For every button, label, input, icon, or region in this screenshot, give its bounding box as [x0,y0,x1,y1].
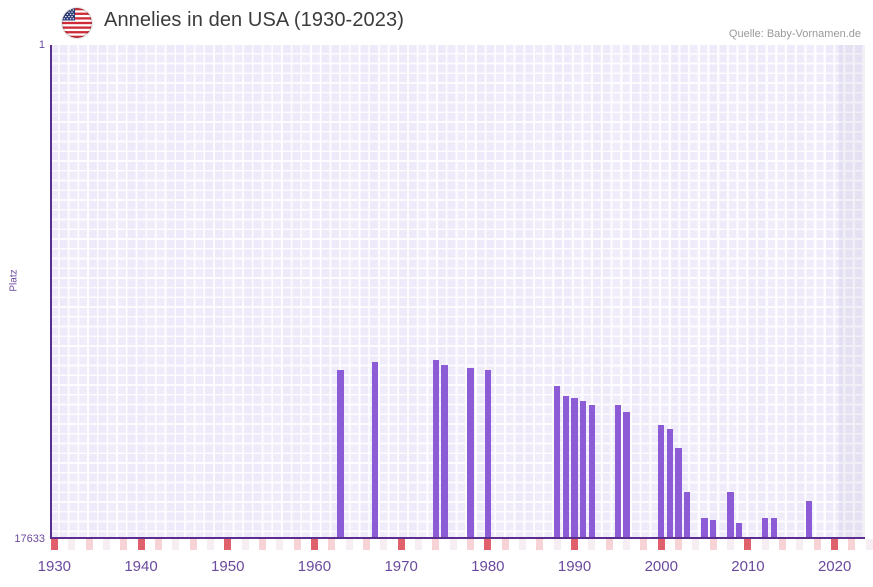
x-tick-1964 [345,539,353,550]
x-tick-1990 [571,539,579,550]
x-tick-2006 [709,539,717,550]
bar-1978[interactable] [467,368,474,538]
x-tick-1994 [605,539,613,550]
bar-2006[interactable] [710,520,717,538]
bar-2001[interactable] [666,429,674,538]
x-tick-1966 [362,539,370,550]
x-tick-2010 [744,539,752,550]
x-tick-2008 [727,539,735,550]
x-tick-1952 [241,539,249,550]
x-tick-1982 [501,539,509,550]
x-tick-1974 [432,539,440,550]
bar-1988[interactable] [554,386,561,538]
x-axis-line [50,537,865,539]
bar-1991[interactable] [580,400,587,538]
bar-1992[interactable] [588,404,595,538]
chart-header: Annelies in den USA (1930-2023) Quelle: … [0,0,873,44]
bar-1974[interactable] [432,360,439,538]
x-axis-label-1990: 1990 [557,558,592,575]
x-tick-1992 [588,539,596,550]
x-tick-1968 [380,539,388,550]
x-axis-label-1970: 1970 [384,558,418,575]
x-axis-label-1930: 1930 [37,558,72,575]
bar-2013[interactable] [770,518,778,538]
x-tick-1958 [293,539,301,550]
plot-area [50,45,865,538]
x-tick-1998 [640,539,648,550]
x-tick-2024 [865,539,873,550]
x-tick-1930 [50,539,58,550]
x-tick-2020 [831,539,839,550]
x-tick-1956 [276,539,284,550]
bar-2008[interactable] [727,491,734,538]
bar-2000[interactable] [658,424,665,538]
x-tick-1986 [536,539,544,550]
y-axis-top-tick-label: 1 [38,39,45,51]
bar-1980[interactable] [484,369,491,538]
x-axis-label-1960: 1960 [297,558,332,575]
x-tick-1996 [623,539,631,550]
bar-1995[interactable] [614,404,621,538]
x-tick-1932 [68,539,76,550]
x-tick-2012 [761,539,769,550]
x-tick-1972 [414,539,422,550]
x-axis-label-1980: 1980 [471,558,505,575]
x-tick-1940 [137,539,145,550]
x-tick-2014 [779,539,787,550]
bar-1967[interactable] [372,362,379,538]
x-tick-1984 [519,539,527,550]
bar-1990[interactable] [571,398,578,538]
bar-1975[interactable] [441,364,448,538]
background-grid [50,45,865,538]
source-attribution: Quelle: Baby-Vornamen.de [728,28,861,40]
y-axis-bottom-tick-label: 17633 [14,533,45,545]
x-tick-1948 [206,539,214,550]
x-tick-1960 [310,539,318,550]
bar-2009[interactable] [736,523,743,538]
bar-2012[interactable] [762,517,769,538]
x-tick-1976 [449,539,457,550]
x-tick-1934 [85,539,93,550]
x-axis-label-1950: 1950 [211,558,245,575]
x-tick-1954 [258,539,266,550]
x-axis-label-2020: 2020 [817,558,852,575]
bar-1996[interactable] [623,412,630,538]
bar-2003[interactable] [684,492,691,538]
bar-2002[interactable] [675,448,682,538]
us-flag-icon [62,8,92,38]
x-tick-1942 [154,539,162,550]
y-axis-line [50,45,52,538]
x-tick-1944 [172,539,180,550]
x-tick-2002 [675,539,683,550]
x-tick-1962 [328,539,336,550]
x-axis-label-2000: 2000 [644,558,678,575]
x-tick-2022 [848,539,856,550]
x-tick-1978 [467,539,474,550]
page-title: Annelies in den USA (1930-2023) [104,9,404,31]
x-tick-2000 [657,539,665,550]
x-axis-label-1940: 1940 [124,558,158,575]
x-tick-2016 [796,539,804,550]
x-tick-1980 [484,539,492,550]
x-tick-1936 [102,539,110,550]
bar-2017[interactable] [805,500,812,538]
bar-2005[interactable] [701,517,708,538]
x-tick-1938 [120,539,128,550]
y-axis-title: Platz [8,269,20,292]
x-tick-1970 [397,539,405,550]
x-tick-1950 [224,539,232,550]
x-tick-2004 [692,539,700,550]
x-axis-label-2010: 2010 [731,558,765,575]
bar-1989[interactable] [562,396,569,538]
x-tick-1988 [553,539,561,550]
x-tick-1946 [189,539,197,550]
x-tick-2018 [813,539,821,550]
bar-1963[interactable] [337,369,344,538]
